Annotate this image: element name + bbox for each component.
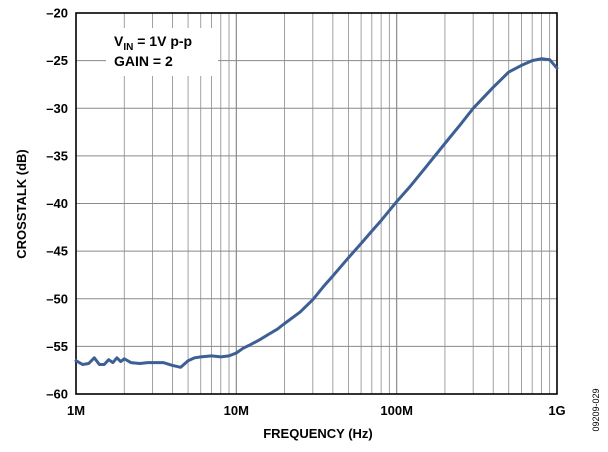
y-tick-label: –60 — [46, 387, 68, 402]
y-tick-label: –20 — [46, 6, 68, 21]
x-tick-labels: 1M 10M 100M 1G — [67, 403, 566, 418]
y-tick-label: –30 — [46, 101, 68, 116]
figure-id: 09209-029 — [591, 388, 601, 431]
annotation-vin: VIN = 1V p-p — [114, 33, 192, 53]
y-tick-label: –55 — [46, 339, 68, 354]
x-tick-label: 10M — [224, 403, 249, 418]
y-axis-title: CROSSTALK (dB) — [14, 149, 29, 259]
y-tick-label: –40 — [46, 196, 68, 211]
plot-frame — [75, 12, 558, 395]
x-tick-label: 1M — [67, 403, 85, 418]
x-tick-label: 1G — [548, 403, 565, 418]
y-tick-label: –35 — [46, 148, 68, 163]
x-tick-label: 100M — [380, 403, 413, 418]
annotation-gain: GAIN = 2 — [114, 53, 173, 69]
annotation-box — [106, 28, 218, 76]
x-axis-title: FREQUENCY (Hz) — [263, 426, 373, 441]
y-tick-labels: –20 –25 –30 –35 –40 –45 –50 –55 –60 — [46, 6, 68, 402]
y-tick-label: –25 — [46, 53, 68, 68]
crosstalk-series-line — [74, 57, 559, 369]
y-tick-label: –45 — [46, 244, 68, 259]
y-tick-label: –50 — [46, 291, 68, 306]
